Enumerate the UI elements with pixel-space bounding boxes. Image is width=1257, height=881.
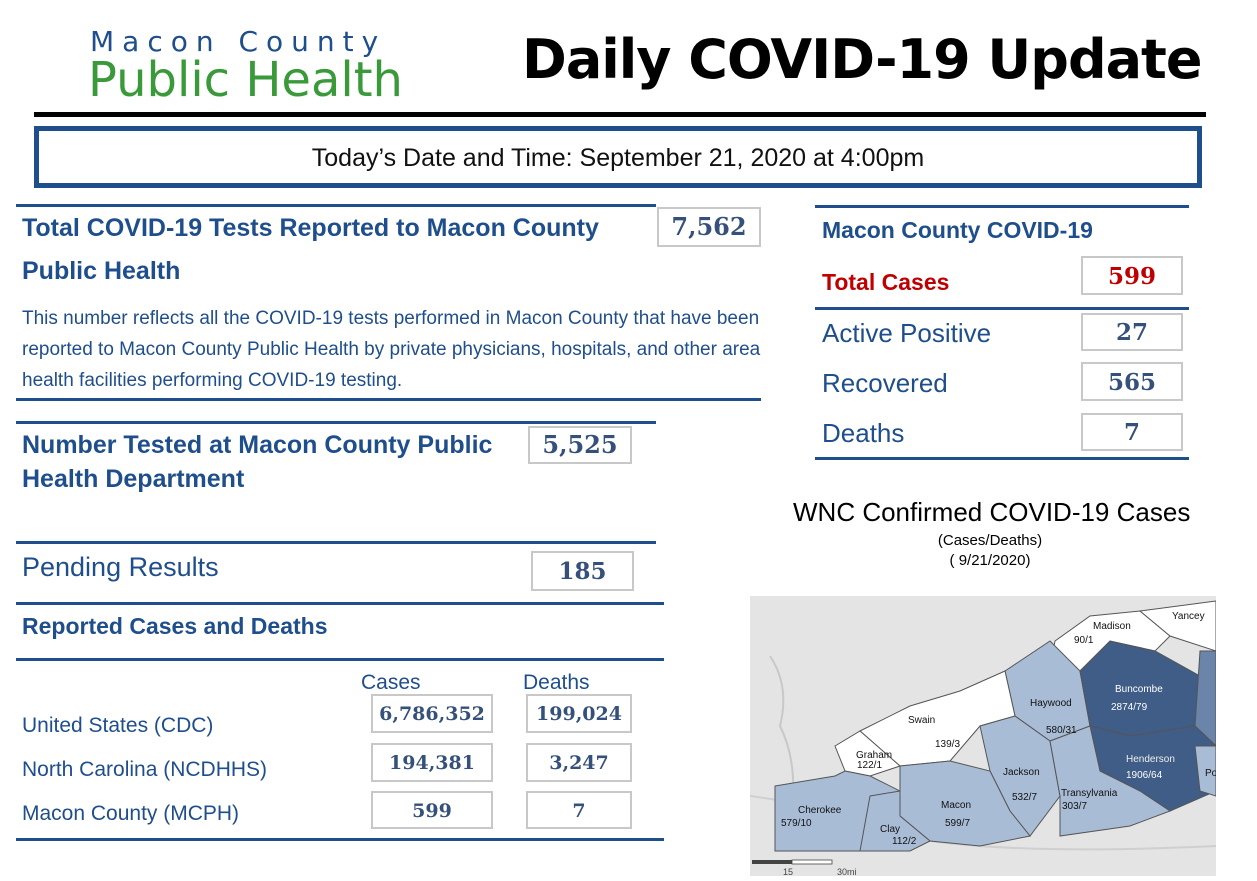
label-haywood-value: 580/31 [1046,725,1077,736]
label-buncombe-value: 2874/79 [1111,702,1148,713]
cases-column-header: Cases [361,671,421,694]
total-tests-title-line2: Public Health [22,257,181,285]
total-tests-description: This number reflects all the COVID-19 te… [22,308,761,391]
label-graham-name: Graham [856,750,892,761]
scale-bar-segment [791,859,833,865]
label-transylvania-value: 303/7 [1062,801,1087,812]
summary-rule [815,205,1189,208]
label-swain-value: 139/3 [935,739,960,750]
label-yancey-name: Yancey [1172,611,1205,622]
label-macon-name: Macon [941,800,971,811]
label-transylvania-name: Transylvania [1061,788,1118,799]
mcph-tested-value: 5,525 [528,426,632,464]
section-rule [16,398,761,401]
active-label: Active Positive [822,318,992,348]
us-deaths-value: 199,024 [526,694,632,733]
section-rule [16,602,664,605]
scale-label-30: 30mi [837,867,857,876]
section-rule [16,658,664,661]
total-cases-label: Total Cases [822,269,950,295]
row-label-nc: North Carolina (NCDHHS) [22,758,268,781]
label-clay-value: 112/2 [892,836,917,847]
summary-rule [815,307,1189,310]
deaths-value: 7 [1081,413,1183,451]
pending-value: 185 [531,551,634,591]
label-buncombe-name: Buncombe [1115,684,1163,695]
map-subtitle-1: (Cases/Deaths) [937,532,1043,549]
nc-cases-value: 194,381 [371,743,493,782]
us-cases-value: 6,786,352 [371,694,493,733]
page-title: Daily COVID-19 Update [522,28,1202,91]
label-cherokee-value: 579/10 [781,818,812,829]
label-madison-name: Madison [1093,621,1131,632]
label-henderson-name: Henderson [1126,754,1175,765]
recovered-label: Recovered [822,368,948,398]
label-polk-name: Po [1205,768,1216,779]
logo-line2: Public Health [88,52,403,108]
total-tests-title-line1: Total COVID-19 Tests Reported to Macon C… [22,214,599,242]
row-label-macon: Macon County (MCPH) [22,802,240,825]
mcph-tested-title-line1: Number Tested at Macon County Public [22,431,493,459]
county-clay [859,790,931,852]
county-transylvania [1049,725,1172,837]
total-cases-value: 599 [1081,256,1183,295]
label-swain-name: Swain [908,715,935,726]
date-banner: Today’s Date and Time: September 21, 202… [34,126,1202,188]
summary-rule [815,457,1189,460]
section-rule [16,838,664,841]
scale-label-15: 15 [783,867,793,876]
label-clay-name: Clay [880,824,900,835]
label-madison-value: 90/1 [1074,635,1094,646]
label-graham-value: 122/1 [857,760,882,771]
section-rule [16,204,656,207]
label-jackson-name: Jackson [1003,767,1040,778]
wnc-county-map: Madison 90/1 Yancey Haywood 580/31 Bunco… [749,596,1218,877]
label-haywood-name: Haywood [1030,698,1072,709]
label-cherokee-name: Cherokee [798,805,842,816]
recovered-value: 565 [1081,362,1183,401]
deaths-label: Deaths [822,418,905,448]
logo-line1: Macon County [90,25,387,58]
label-jackson-value: 532/7 [1012,792,1037,803]
row-label-us: United States (CDC) [22,714,214,737]
macon-deaths-value: 7 [526,791,632,829]
macon-cases-value: 599 [371,791,493,829]
label-macon-value: 599/7 [945,818,970,829]
date-text: Today’s Date and Time: September 21, 202… [311,144,925,172]
section-rule [16,421,656,424]
county-graham [834,730,901,777]
map-title: WNC Confirmed COVID-19 Cases [793,497,1191,527]
section-rule [16,541,656,544]
total-tests-value: 7,562 [657,207,761,247]
nc-deaths-value: 3,247 [526,743,632,782]
label-henderson-value: 1906/64 [1126,770,1163,781]
mcph-tested-title-line2: Health Department [22,465,245,493]
reported-title: Reported Cases and Deaths [22,613,328,639]
active-value: 27 [1081,313,1183,351]
deaths-column-header: Deaths [523,671,590,694]
header-divider [34,112,1206,117]
map-subtitle-2: ( 9/21/2020) [949,552,1031,569]
summary-title: Macon County COVID-19 [822,217,1093,243]
pending-label: Pending Results [22,552,219,582]
